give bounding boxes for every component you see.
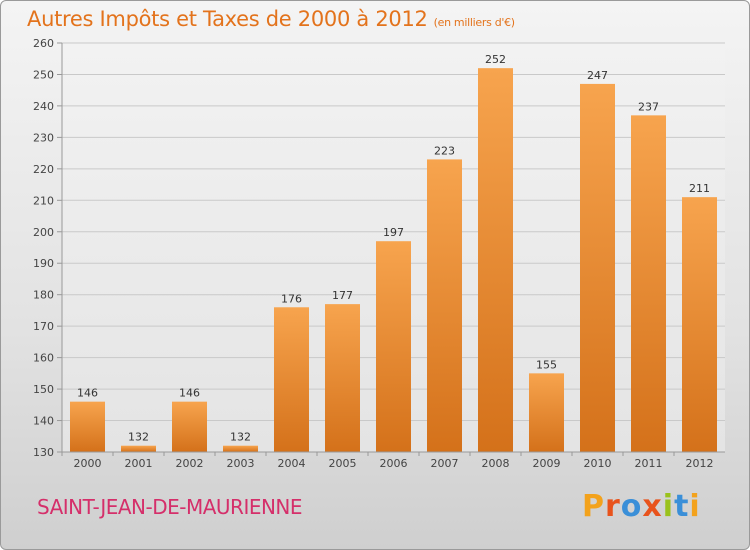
x-tick-label: 2001 bbox=[125, 457, 153, 470]
x-tick-label: 2003 bbox=[227, 457, 255, 470]
logo-letter: P bbox=[582, 489, 605, 524]
logo-letter: x bbox=[642, 489, 663, 524]
y-tick-label: 150 bbox=[33, 383, 54, 396]
chart-subtitle: (en milliers d'€) bbox=[433, 16, 515, 29]
x-tick-label: 2009 bbox=[533, 457, 561, 470]
bar bbox=[172, 401, 207, 452]
bars: 146 132 146 132 176 177 197 223 252 155 247 237 211 bbox=[70, 53, 717, 453]
y-tick-label: 160 bbox=[33, 352, 54, 365]
y-tick-label: 210 bbox=[33, 194, 54, 207]
bar bbox=[70, 401, 105, 452]
x-tick-label: 2012 bbox=[686, 457, 714, 470]
data-label: 132 bbox=[230, 431, 251, 444]
x-tick-label: 2002 bbox=[176, 457, 204, 470]
bar bbox=[121, 445, 156, 452]
x-axis: 2000 2001 2002 2003 2004 2005 2006 2007 2008 2009… bbox=[61, 451, 725, 470]
bar bbox=[274, 307, 309, 452]
bar bbox=[682, 197, 717, 452]
data-label: 146 bbox=[77, 387, 98, 400]
logo-letter: o bbox=[620, 489, 643, 524]
y-tick-label: 260 bbox=[33, 37, 54, 50]
chart-title: Autres Impôts et Taxes de 2000 à 2012 (en… bbox=[27, 7, 515, 31]
bar bbox=[580, 83, 615, 453]
y-tick-label: 250 bbox=[33, 68, 54, 81]
y-tick-label: 170 bbox=[33, 320, 54, 333]
y-tick-label: 230 bbox=[33, 131, 54, 144]
x-tick-label: 2005 bbox=[329, 457, 357, 470]
y-tick-label: 190 bbox=[33, 257, 54, 270]
bar bbox=[529, 373, 564, 452]
logo-letter: r bbox=[605, 489, 621, 524]
commune-name: SAINT-JEAN-DE-MAURIENNE bbox=[37, 495, 303, 519]
bar bbox=[325, 304, 360, 452]
data-label: 155 bbox=[536, 358, 557, 371]
bar bbox=[376, 241, 411, 452]
y-tick-label: 240 bbox=[33, 100, 54, 113]
data-label: 177 bbox=[332, 289, 353, 302]
data-label: 223 bbox=[434, 144, 455, 157]
x-tick-label: 2011 bbox=[635, 457, 663, 470]
y-tick-label: 130 bbox=[33, 446, 54, 459]
data-label: 176 bbox=[281, 292, 302, 305]
bar bbox=[631, 115, 666, 452]
bar bbox=[478, 68, 513, 453]
data-label: 132 bbox=[128, 431, 149, 444]
y-tick-label: 220 bbox=[33, 163, 54, 176]
x-tick-label: 2010 bbox=[584, 457, 612, 470]
logo-letter: i bbox=[689, 489, 701, 524]
logo-letter: t bbox=[674, 489, 690, 524]
data-label: 247 bbox=[587, 69, 608, 82]
x-tick-label: 2006 bbox=[380, 457, 408, 470]
y-tick-label: 200 bbox=[33, 226, 54, 239]
data-label: 146 bbox=[179, 387, 200, 400]
bar bbox=[427, 159, 462, 452]
data-label: 211 bbox=[689, 182, 710, 195]
proxiti-logo[interactable]: Proxiti bbox=[582, 489, 701, 524]
y-axis: 130 140 150 160 170 180 190 200 210 220 230 240 250 2… bbox=[33, 37, 63, 459]
title-text: Autres Impôts et Taxes de 2000 à 2012 bbox=[27, 7, 428, 31]
logo-letter: i bbox=[662, 489, 675, 524]
x-tick-label: 2000 bbox=[74, 457, 102, 470]
data-label: 197 bbox=[383, 226, 404, 239]
x-tick-label: 2007 bbox=[431, 457, 459, 470]
data-label: 252 bbox=[485, 53, 506, 66]
data-label: 237 bbox=[638, 100, 659, 113]
y-tick-label: 140 bbox=[33, 415, 54, 428]
bar bbox=[223, 445, 258, 452]
x-tick-label: 2008 bbox=[482, 457, 510, 470]
x-tick-label: 2004 bbox=[278, 457, 306, 470]
y-tick-label: 180 bbox=[33, 289, 54, 302]
